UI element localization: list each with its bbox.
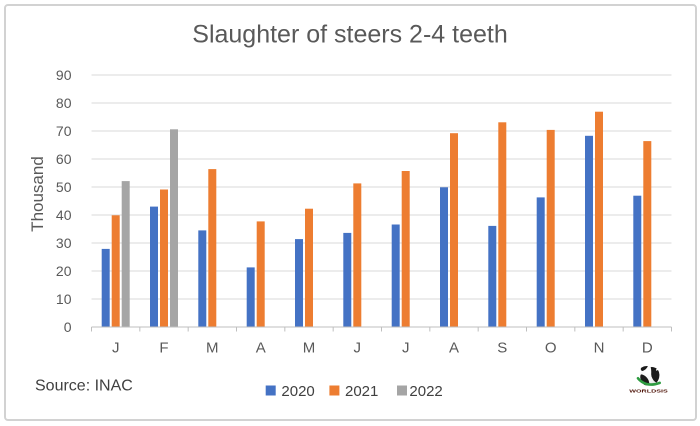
svg-text:70: 70 — [56, 123, 72, 139]
svg-text:50: 50 — [56, 179, 72, 195]
svg-text:0: 0 — [64, 319, 72, 335]
svg-text:Thousand: Thousand — [28, 156, 47, 232]
svg-text:60: 60 — [56, 151, 72, 167]
svg-text:O: O — [545, 340, 557, 357]
svg-text:Source: INAC: Source: INAC — [35, 378, 133, 395]
svg-text:S: S — [497, 340, 507, 357]
svg-text:40: 40 — [56, 207, 72, 223]
svg-text:A: A — [256, 340, 266, 357]
svg-text:30: 30 — [56, 235, 72, 251]
svg-text:20: 20 — [56, 263, 72, 279]
svg-text:D: D — [642, 340, 653, 357]
svg-text:J: J — [354, 340, 362, 357]
svg-text:2021: 2021 — [345, 383, 378, 400]
svg-text:80: 80 — [56, 95, 72, 111]
svg-text:A: A — [449, 340, 459, 357]
svg-text:10: 10 — [56, 291, 72, 307]
svg-text:N: N — [594, 340, 605, 357]
svg-text:F: F — [159, 340, 168, 357]
svg-text:J: J — [112, 340, 120, 357]
svg-text:2022: 2022 — [409, 383, 442, 400]
svg-text:Slaughter of steers 2-4 teeth: Slaughter of steers 2-4 teeth — [192, 21, 507, 49]
svg-text:WORLDSIS: WORLDSIS — [629, 389, 668, 394]
svg-text:J: J — [402, 340, 410, 357]
svg-text:M: M — [206, 340, 219, 357]
svg-text:2020: 2020 — [281, 383, 314, 400]
svg-text:M: M — [303, 340, 316, 357]
svg-text:90: 90 — [56, 67, 72, 83]
